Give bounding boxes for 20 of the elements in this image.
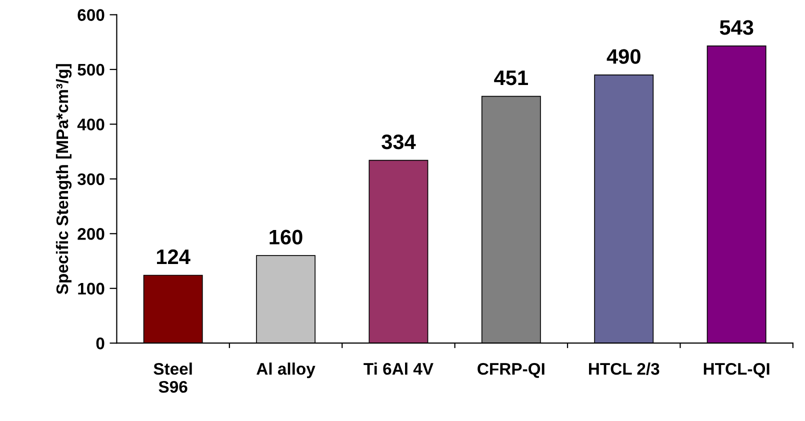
x-tick-label: Ti 6Al 4V (364, 362, 434, 375)
x-tick-label: CFRP-QI (478, 363, 544, 378)
y-tick-label: 100 (78, 282, 104, 295)
data-label: 160 (270, 230, 302, 244)
data-label: 451 (494, 70, 528, 86)
y-tick-label: 200 (78, 228, 104, 240)
x-tick-label: HTCL-QI (704, 363, 770, 378)
x-tick-label: Al alloy (256, 362, 316, 378)
x-tick-label: HTCL 2/3 (589, 362, 660, 375)
y-tick-label: 400 (77, 118, 104, 130)
y-axis-title: Specific Stength [MPa*cm³/g] (56, 64, 72, 294)
data-label: 543 (720, 20, 754, 35)
y-tick-label: 0 (96, 338, 104, 350)
data-label: 490 (606, 49, 640, 64)
y-tick-label: 300 (78, 173, 104, 186)
data-label: 124 (157, 249, 190, 264)
y-tick-label: 500 (78, 64, 104, 76)
y-tick-label: 600 (78, 9, 104, 21)
x-tick-label: Steel S96 (154, 362, 192, 393)
data-label: 334 (382, 134, 416, 150)
